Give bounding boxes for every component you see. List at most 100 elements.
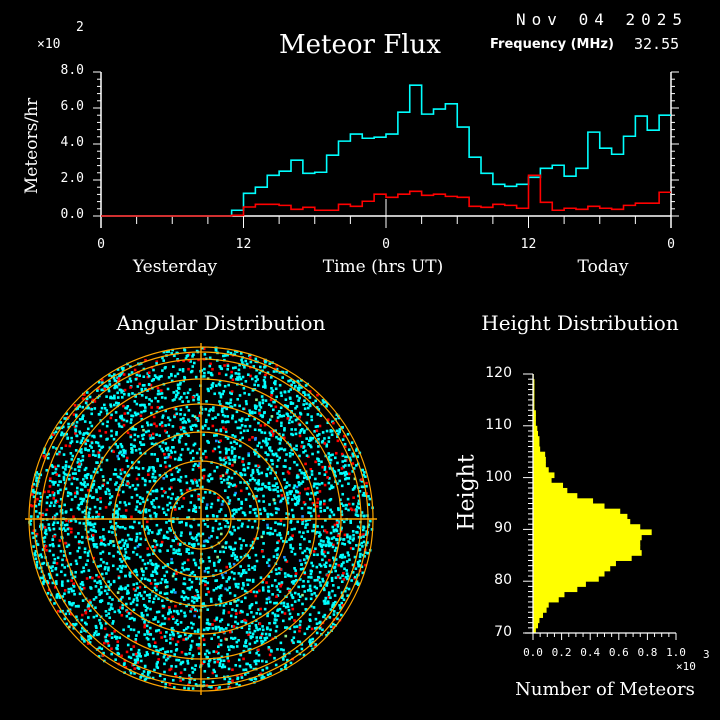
angular-point — [306, 627, 309, 631]
angular-point — [341, 603, 345, 607]
angular-point — [164, 578, 167, 582]
angular-point — [315, 439, 318, 443]
angular-point — [102, 538, 105, 541]
angular-point — [222, 611, 225, 615]
angular-point — [173, 413, 177, 417]
angular-point — [331, 485, 335, 489]
angular-point — [226, 588, 229, 592]
angular-point — [239, 547, 243, 550]
angular-point — [280, 447, 283, 451]
angular-point — [127, 393, 131, 397]
angular-point — [141, 525, 144, 528]
angular-point — [188, 574, 192, 577]
angular-point — [217, 635, 220, 639]
angular-point — [137, 521, 141, 525]
angular-point — [290, 508, 294, 512]
angular-point — [178, 521, 182, 524]
angular-point — [271, 484, 275, 487]
angular-point — [208, 658, 212, 662]
angular-point — [92, 615, 96, 619]
angular-point — [252, 508, 256, 512]
angular-point — [245, 544, 248, 547]
angular-point — [142, 573, 145, 577]
angular-point — [235, 604, 239, 607]
angular-point — [230, 625, 234, 628]
angular-point — [295, 650, 299, 653]
angular-point — [91, 536, 95, 539]
angular-point — [92, 483, 96, 486]
angular-point — [288, 396, 292, 400]
angular-point — [226, 656, 229, 660]
angular-point — [358, 489, 362, 493]
angular-point — [239, 489, 243, 493]
angular-point — [310, 473, 314, 476]
angular-point — [171, 637, 174, 641]
angular-point — [218, 372, 221, 375]
angular-point — [236, 376, 239, 379]
angular-point — [182, 638, 185, 641]
angular-point — [256, 384, 260, 387]
angular-point — [226, 478, 229, 481]
angular-point — [213, 549, 217, 553]
angular-point — [133, 400, 137, 403]
angular-point — [180, 492, 184, 495]
angular-point — [151, 475, 154, 479]
angular-point — [67, 422, 70, 426]
angular-point — [196, 593, 200, 597]
angular-point — [195, 643, 199, 646]
angular-point — [73, 575, 77, 579]
angular-point — [120, 546, 123, 550]
angular-point — [52, 493, 56, 497]
angular-point — [146, 561, 150, 565]
angular-point — [285, 453, 288, 456]
angular-point — [249, 360, 253, 364]
angular-point — [231, 608, 234, 611]
angular-point — [118, 587, 121, 591]
angular-point — [260, 634, 263, 637]
angular-point — [240, 382, 244, 386]
angular-point — [101, 515, 104, 519]
angular-point — [269, 672, 272, 675]
angular-point — [217, 625, 220, 629]
angular-point — [119, 477, 123, 480]
angular-point — [211, 623, 214, 626]
angular-point — [253, 428, 257, 432]
angular-point — [305, 402, 308, 405]
angular-point — [238, 444, 242, 448]
angular-point — [87, 607, 90, 610]
angular-point — [36, 515, 40, 518]
angular-point — [175, 619, 179, 622]
angular-point — [120, 367, 124, 370]
angular-point — [202, 638, 206, 641]
angular-point — [192, 464, 196, 468]
angular-point — [308, 390, 312, 393]
angular-point — [242, 539, 245, 542]
angular-point — [363, 471, 366, 474]
angular-point — [285, 371, 288, 374]
angular-point — [32, 491, 36, 494]
angular-point — [342, 537, 346, 541]
angular-point — [96, 498, 99, 501]
angular-point — [227, 680, 231, 684]
angular-point — [286, 587, 290, 591]
angular-point — [253, 450, 256, 453]
angular-point — [141, 497, 144, 500]
angular-point — [101, 445, 105, 449]
height-bar — [533, 405, 535, 411]
angular-point — [327, 631, 330, 635]
angular-point — [196, 590, 199, 594]
angular-point — [158, 549, 161, 552]
angular-point — [262, 494, 265, 498]
angular-point — [187, 568, 190, 571]
angular-point — [135, 570, 138, 574]
angular-point — [246, 418, 249, 421]
angular-point — [308, 548, 311, 551]
angular-point — [50, 593, 53, 597]
angular-point — [231, 416, 234, 420]
angular-point — [355, 505, 359, 508]
angular-point — [64, 444, 68, 448]
angular-point — [274, 380, 277, 383]
angular-point — [327, 537, 331, 541]
angular-point — [191, 456, 195, 460]
angular-point — [99, 536, 102, 539]
